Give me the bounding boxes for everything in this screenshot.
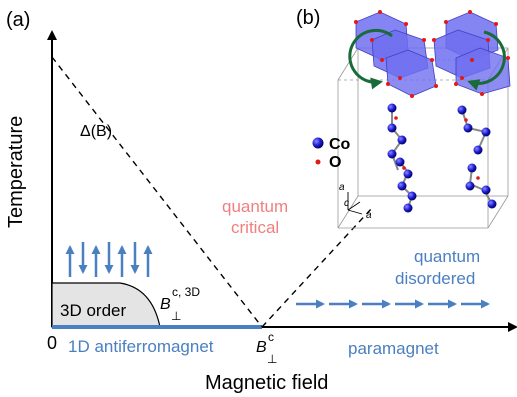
disordered-label-line2: disordered: [395, 269, 475, 288]
rotation-arrow-right: [467, 30, 506, 91]
crystal-axes: [347, 192, 363, 215]
field-c-sup: c: [268, 330, 274, 344]
co-atom: [387, 149, 397, 159]
antiferro-spins: [65, 242, 153, 277]
co-atom: [407, 191, 417, 201]
field-c-label: B c ⊥: [256, 330, 277, 366]
field-c-sub: ⊥: [267, 352, 277, 366]
co-atom: [387, 123, 397, 133]
octahedra-chain-right: [432, 10, 511, 96]
para-region-label: paramagnet: [348, 339, 439, 358]
atom-legend: Co O: [312, 136, 351, 171]
afm-region-label: 1D antiferromagnet: [68, 337, 214, 356]
gap-line: [51, 56, 263, 328]
o-legend-swatch: [315, 159, 321, 165]
co-atom: [397, 181, 407, 191]
co-atom: [395, 157, 405, 167]
co-atom: [387, 103, 397, 113]
axis-a-top: a: [339, 182, 345, 193]
co-atom: [403, 203, 413, 213]
co-atom: [487, 199, 497, 209]
x-axis-label: Magnetic field: [205, 372, 328, 394]
axis-c: c: [344, 198, 349, 209]
co-atom: [465, 181, 475, 191]
co-atom: [473, 145, 483, 155]
co-legend-label: Co: [329, 136, 351, 153]
octahedra-chain-left: [354, 10, 438, 98]
co-bonds: [390, 108, 493, 209]
panel-a-label: (a): [6, 9, 30, 31]
field-c-main: B: [256, 339, 267, 356]
gap-label: Δ(B): [80, 123, 112, 140]
panel-b-label: (b): [296, 7, 320, 29]
critical-label-line1: quantum: [222, 197, 288, 216]
order-region: [51, 282, 161, 328]
co-legend-swatch: [312, 137, 324, 149]
o-atoms: [394, 116, 480, 180]
field-3d-sub: ⊥: [171, 309, 181, 323]
co-atoms: [387, 103, 497, 213]
co-atom: [463, 123, 473, 133]
o-legend-label: O: [329, 154, 341, 171]
disordered-label-line1: quantum: [414, 247, 480, 266]
axis-a-right: a: [366, 210, 372, 221]
origin-label: 0: [47, 333, 57, 353]
rotation-arrow-left: [348, 28, 393, 90]
co-atom: [481, 127, 491, 137]
co-atom: [457, 105, 467, 115]
co-atom: [403, 169, 413, 179]
co-atom: [397, 135, 407, 145]
order-region-label: 3D order: [60, 301, 126, 320]
co-atom: [481, 185, 491, 195]
field-3d-sup: c, 3D: [172, 285, 200, 299]
field-3d-label: B c, 3D ⊥: [160, 285, 200, 323]
field-3d-main: B: [160, 296, 171, 313]
co-atom: [467, 163, 477, 173]
critical-label-line2: critical: [231, 218, 279, 237]
y-axis-label: Temperature: [5, 116, 27, 228]
